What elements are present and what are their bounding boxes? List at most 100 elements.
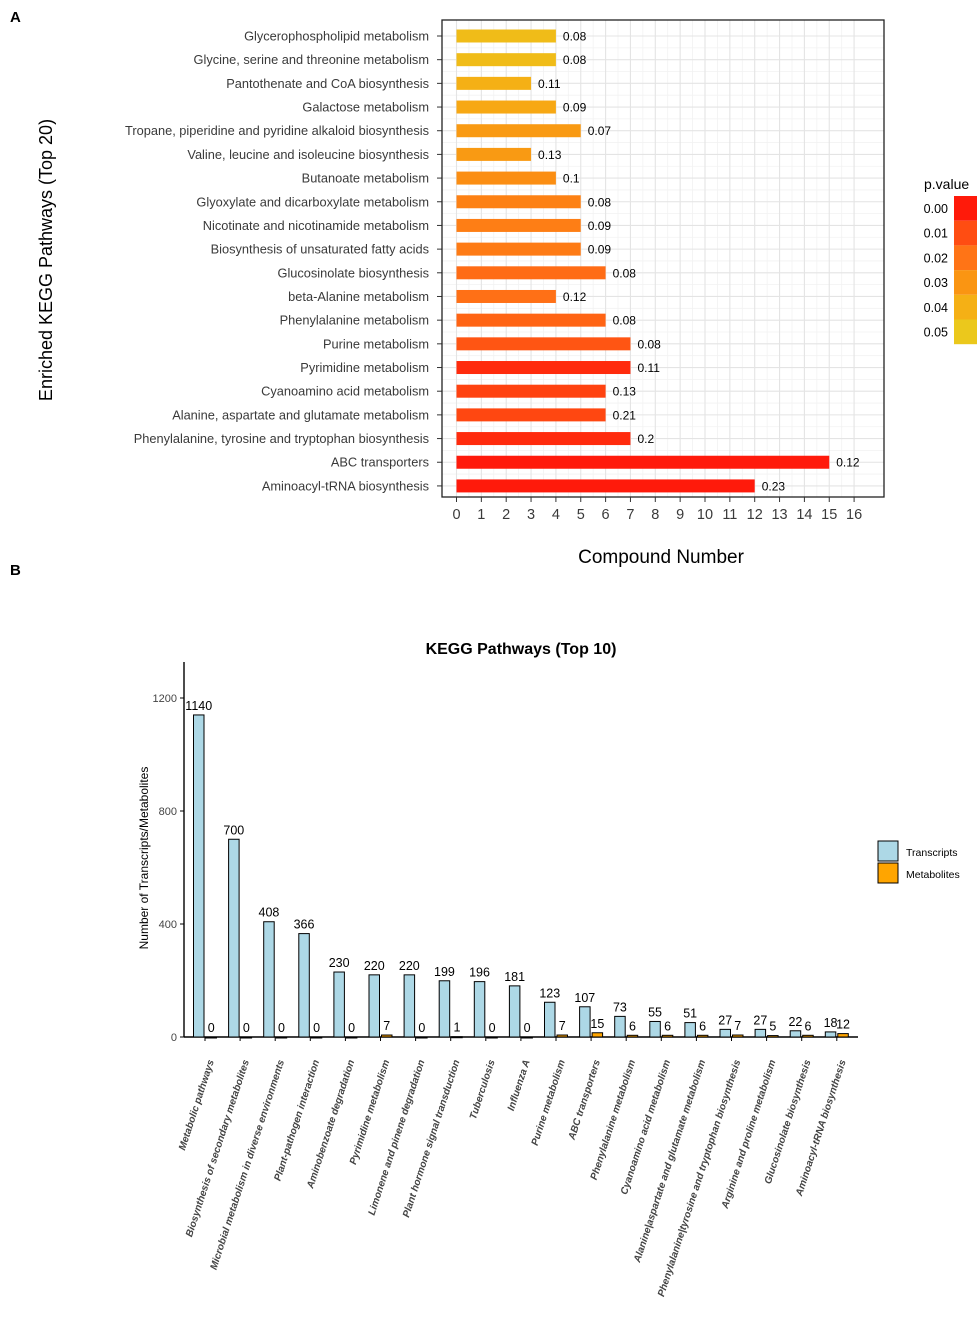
- chart-b-category-label: Microbial metabolism in diverse environm…: [209, 1058, 288, 1271]
- chart-a-x-tick-label: 12: [747, 507, 763, 523]
- chart-a-x-tick-label: 14: [796, 507, 812, 523]
- pathway-category-label: beta-Alanine metabolism: [288, 289, 429, 304]
- pathway-bar-label: 0.11: [538, 77, 561, 91]
- pathway-category-label: Valine, leucine and isoleucine biosynthe…: [187, 147, 429, 162]
- pathway-category-label: Pantothenate and CoA biosynthesis: [226, 76, 429, 91]
- chart-a-x-tick-label: 13: [771, 507, 787, 523]
- chart-a-x-tick-label: 16: [846, 507, 862, 523]
- panel-label-b: B: [10, 562, 21, 579]
- metabolites-bar: [521, 1036, 533, 1039]
- pathway-category-label: Glucosinolate biosynthesis: [277, 265, 429, 280]
- metabolites-value-label: 6: [664, 1019, 671, 1033]
- pathway-bar-label: 0.11: [637, 361, 660, 375]
- metabolites-value-label: 6: [804, 1019, 811, 1033]
- metabolites-bar: [486, 1036, 498, 1039]
- metabolites-value-label: 0: [524, 1021, 531, 1035]
- pathway-bar-label: 0.12: [563, 290, 587, 304]
- pathway-bar: [456, 218, 581, 232]
- chart-a-ylabel: Enriched KEGG Pathways (Top 20): [36, 119, 56, 401]
- pathway-category-label: Glycine, serine and threonine metabolism: [194, 52, 429, 67]
- transcripts-bar: [649, 1020, 661, 1038]
- pathway-bar: [456, 432, 631, 446]
- chart-b-ylabel: Number of Transcripts/Metabolites: [137, 767, 151, 950]
- transcripts-value-label: 366: [294, 918, 315, 932]
- transcripts-value-label: 22: [788, 1015, 802, 1029]
- chart-b-y-tick-label: 0: [171, 1032, 177, 1044]
- pathway-bar: [456, 53, 556, 67]
- transcripts-bar: [473, 981, 486, 1038]
- pathway-category-label: Phenylalanine metabolism: [280, 313, 429, 328]
- transcripts-value-label: 230: [329, 956, 350, 970]
- chart-b-category-label: Metabolic pathways: [177, 1058, 217, 1152]
- pvalue-legend-swatch: [954, 196, 977, 221]
- pathway-bar: [456, 313, 606, 327]
- pathway-bar-label: 0.08: [563, 53, 587, 67]
- chart-a-plot-area: [442, 20, 884, 497]
- metabolites-value-label: 15: [590, 1017, 604, 1031]
- pvalue-legend-swatch: [954, 319, 977, 345]
- transcripts-legend-label: Transcripts: [906, 847, 958, 859]
- pvalue-legend-swatch: [954, 294, 977, 320]
- pathway-bar: [456, 361, 631, 375]
- metabolites-bar: [556, 1034, 568, 1038]
- pathway-bar-label: 0.2: [637, 432, 654, 446]
- pvalue-legend-title: p.value: [924, 176, 969, 192]
- metabolites-bar: [205, 1036, 217, 1039]
- metabolites-bar: [837, 1033, 849, 1038]
- metabolites-bar: [381, 1034, 393, 1038]
- metabolites-value-label: 12: [836, 1018, 850, 1032]
- kegg-top10-chart: KEGG Pathways (Top 10) Number of Transcr…: [137, 641, 960, 1298]
- metabolites-value-label: 0: [348, 1021, 355, 1035]
- transcripts-bar: [298, 933, 310, 1038]
- transcripts-value-label: 700: [223, 823, 244, 837]
- pathway-category-label: Biosynthesis of unsaturated fatty acids: [211, 242, 429, 257]
- chart-b-category-label: Pyrimidine metabolism: [348, 1058, 392, 1166]
- pathway-bar: [456, 266, 606, 280]
- metabolites-value-label: 7: [559, 1019, 566, 1033]
- chart-a-x-tick-label: 11: [722, 507, 737, 523]
- transcripts-value-label: 55: [648, 1005, 662, 1019]
- transcripts-value-label: 107: [574, 991, 595, 1005]
- pathway-bar: [456, 76, 532, 90]
- transcripts-bar: [403, 974, 416, 1038]
- metabolites-bar: [591, 1032, 604, 1038]
- metabolites-value-label: 7: [734, 1019, 741, 1033]
- transcripts-value-label: 18: [824, 1016, 838, 1030]
- pathway-bar: [456, 337, 631, 351]
- transcripts-bar: [438, 980, 451, 1038]
- chart-a-x-tick-label: 6: [602, 507, 610, 523]
- chart-b-category-label: Alanine|aspartate and glutamate metaboli…: [632, 1058, 708, 1264]
- pathway-category-label: Glycerophospholipid metabolism: [244, 29, 429, 44]
- metabolites-value-label: 6: [699, 1019, 706, 1033]
- transcripts-value-label: 27: [718, 1013, 732, 1027]
- chart-a-x-tick-label: 2: [502, 507, 510, 523]
- chart-a-x-tick-label: 7: [626, 507, 634, 523]
- pathway-bar: [456, 408, 606, 422]
- pathway-bar-label: 0.13: [538, 148, 562, 162]
- metabolites-value-label: 0: [489, 1021, 496, 1035]
- pathway-bar: [456, 100, 556, 114]
- pathway-bar: [456, 479, 755, 493]
- pathway-bar-label: 0.13: [613, 385, 637, 399]
- pathway-category-label: Pyrimidine metabolism: [300, 360, 429, 375]
- transcripts-value-label: 73: [613, 1000, 627, 1014]
- transcripts-bar: [193, 714, 205, 1038]
- transcripts-value-label: 408: [259, 906, 280, 920]
- pvalue-legend-label: 0.05: [924, 326, 948, 340]
- pathway-bar: [456, 124, 581, 138]
- chart-a-plot-border: [441, 19, 885, 498]
- pathway-category-label: Cyanoamino acid metabolism: [261, 384, 429, 399]
- pathway-bar-label: 0.08: [613, 314, 637, 328]
- metabolites-legend-swatch: [877, 862, 899, 884]
- transcripts-bar: [333, 971, 345, 1038]
- chart-a-x-tick-label: 15: [821, 507, 837, 523]
- metabolites-value-label: 1: [453, 1021, 460, 1035]
- chart-b-category-label: Influenza A: [506, 1059, 533, 1113]
- metabolites-bar: [310, 1036, 323, 1039]
- transcripts-value-label: 123: [539, 986, 560, 1000]
- chart-a-x-tick-label: 9: [676, 507, 684, 523]
- transcripts-bar: [228, 838, 240, 1038]
- pathway-category-label: Tropane, piperidine and pyridine alkaloi…: [125, 123, 429, 138]
- metabolites-value-label: 0: [208, 1021, 215, 1035]
